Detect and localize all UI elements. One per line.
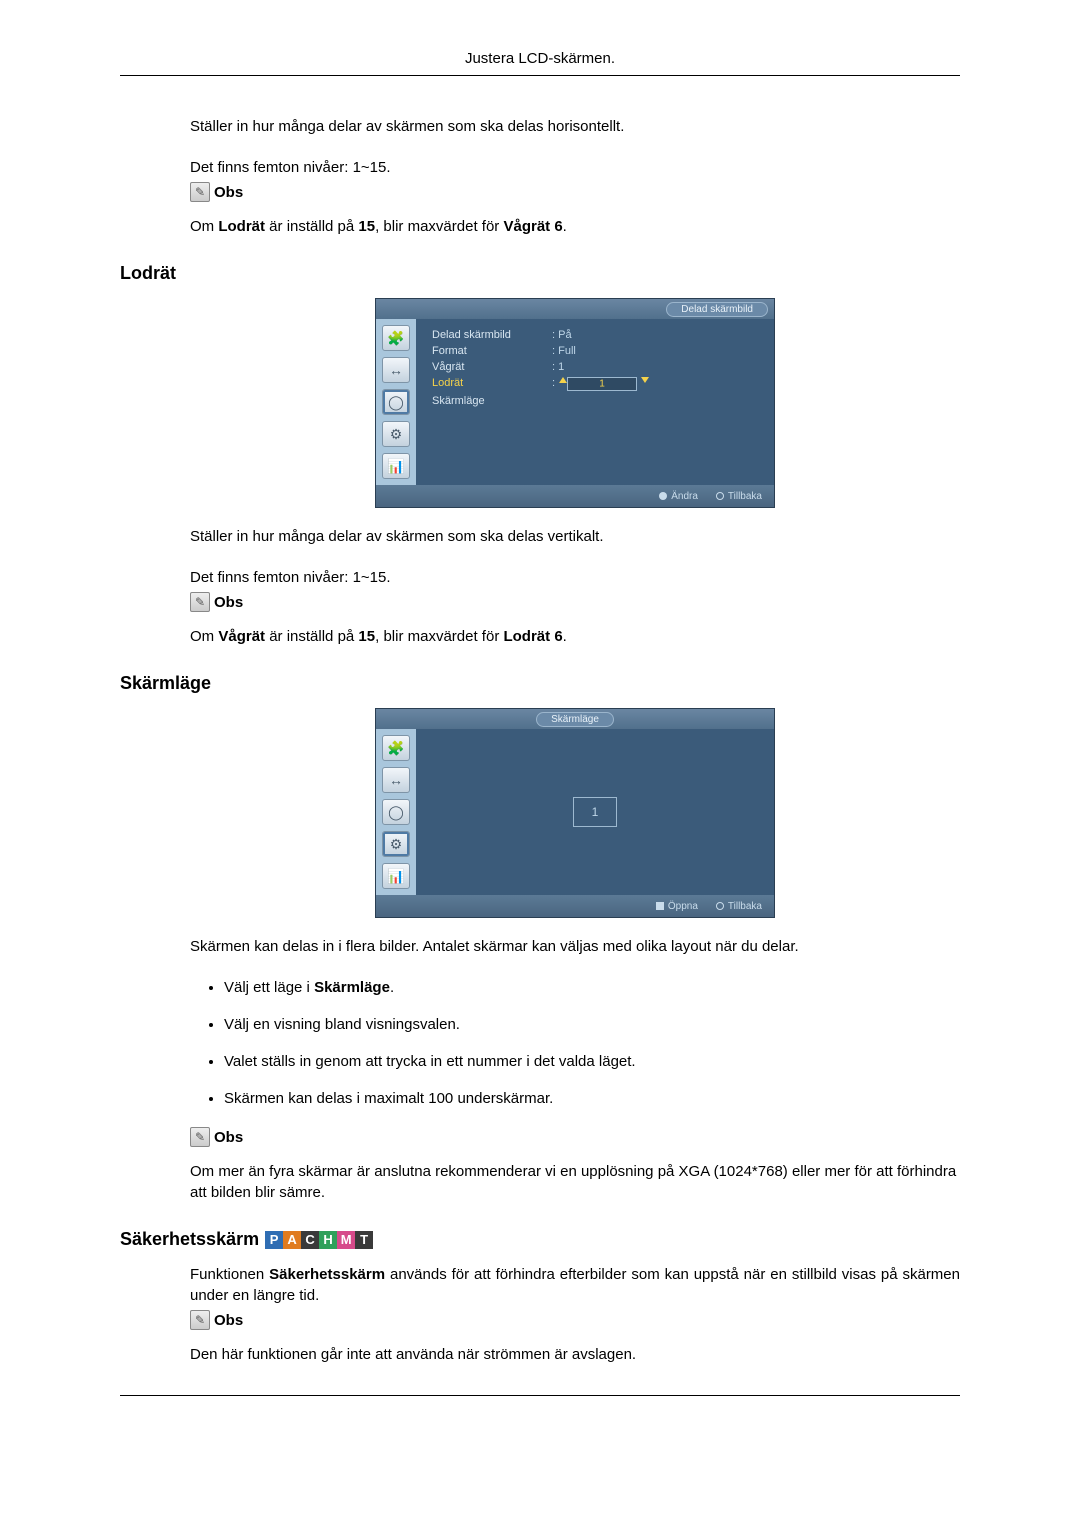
- skarmlage-bullets: Välj ett läge i Skärmläge. Välj en visni…: [190, 977, 960, 1109]
- osd2-title: Skärmläge: [536, 712, 614, 727]
- osd-tab-icon[interactable]: ↔: [382, 357, 410, 383]
- note-row: ✎ Obs: [190, 1127, 960, 1147]
- skarmlage-p2: Om mer än fyra skärmar är anslutna rekom…: [190, 1161, 960, 1203]
- osd2-wrap: Skärmläge 🧩 ↔ ◯ ⚙ 📊 1 Öppna: [190, 708, 960, 918]
- note-label: Obs: [214, 184, 243, 201]
- osd-footer-action[interactable]: Öppna: [656, 901, 698, 912]
- osd1-titlebar: Delad skärmbild: [376, 299, 774, 319]
- osd-tab-icon[interactable]: ◯: [382, 799, 410, 825]
- note-row: ✎ Obs: [190, 592, 960, 612]
- badge: P: [265, 1231, 283, 1249]
- badge: C: [301, 1231, 319, 1249]
- page: Justera LCD-skärmen. Ställer in hur mång…: [0, 0, 1080, 1456]
- skarmlage-p1: Skärmen kan delas in i flera bilder. Ant…: [190, 936, 960, 957]
- osd2-footer: Öppna Tillbaka: [376, 895, 774, 917]
- badge: T: [355, 1231, 373, 1249]
- osd2: Skärmläge 🧩 ↔ ◯ ⚙ 📊 1 Öppna: [375, 708, 775, 918]
- osd1-footer: Ändra Tillbaka: [376, 485, 774, 507]
- note-label: Obs: [214, 1312, 243, 1329]
- page-header: Justera LCD-skärmen.: [120, 50, 960, 67]
- osd2-center: 1: [416, 729, 774, 895]
- osd1-wrap: Delad skärmbild 🧩 ↔ ◯ ⚙ 📊 Delad skärmbil…: [190, 298, 960, 508]
- osd1-body: 🧩 ↔ ◯ ⚙ 📊 Delad skärmbild: På Format: Fu…: [376, 319, 774, 485]
- osd-tab-icon[interactable]: ↔: [382, 767, 410, 793]
- note-label: Obs: [214, 594, 243, 611]
- osd-footer-back[interactable]: Tillbaka: [716, 491, 762, 502]
- osd2-titlebar: Skärmläge: [376, 709, 774, 729]
- top-p1: Ställer in hur många delar av skärmen so…: [190, 116, 960, 137]
- divider-bottom: [120, 1395, 960, 1396]
- osd2-tabs: 🧩 ↔ ◯ ⚙ 📊: [376, 729, 416, 895]
- top-p2: Det finns femton nivåer: 1~15.: [190, 157, 960, 178]
- badge: A: [283, 1231, 301, 1249]
- osd1-title: Delad skärmbild: [666, 302, 768, 317]
- divider-top: [120, 75, 960, 76]
- note-row: ✎ Obs: [190, 1310, 960, 1330]
- osd2-chip[interactable]: 1: [573, 797, 617, 827]
- osd-tab-icon[interactable]: 🧩: [382, 325, 410, 351]
- osd-tab-icon[interactable]: 📊: [382, 453, 410, 479]
- badge: M: [337, 1231, 355, 1249]
- content-area: Ställer in hur många delar av skärmen so…: [120, 116, 960, 1365]
- osd-tab-icon[interactable]: 🧩: [382, 735, 410, 761]
- note-row: ✎ Obs: [190, 182, 960, 202]
- list-item: Välj en visning bland visningsvalen.: [224, 1014, 960, 1035]
- lodrat-p2: Det finns femton nivåer: 1~15.: [190, 567, 960, 588]
- top-p3: Om Lodrät är inställd på 15, blir maxvär…: [190, 216, 960, 237]
- list-item: Skärmen kan delas i maximalt 100 undersk…: [224, 1088, 960, 1109]
- osd2-body: 🧩 ↔ ◯ ⚙ 📊 1: [376, 729, 774, 895]
- arrow-down-icon: [641, 377, 649, 383]
- osd-slider[interactable]: [567, 377, 637, 391]
- lodrat-p1: Ställer in hur många delar av skärmen so…: [190, 526, 960, 547]
- osd1: Delad skärmbild 🧩 ↔ ◯ ⚙ 📊 Delad skärmbil…: [375, 298, 775, 508]
- note-icon: ✎: [190, 592, 210, 612]
- note-icon: ✎: [190, 182, 210, 202]
- note-icon: ✎: [190, 1127, 210, 1147]
- osd-footer-action[interactable]: Ändra: [659, 491, 698, 502]
- lodrat-p3: Om Vågrät är inställd på 15, blir maxvär…: [190, 626, 960, 647]
- note-icon: ✎: [190, 1310, 210, 1330]
- heading-lodrat: Lodrät: [120, 263, 960, 284]
- osd-footer-back[interactable]: Tillbaka: [716, 901, 762, 912]
- osd1-main: Delad skärmbild: På Format: Full Vågrät:…: [416, 319, 774, 485]
- osd-tab-icon[interactable]: 📊: [382, 863, 410, 889]
- osd-tab-icon[interactable]: ⚙: [382, 421, 410, 447]
- sakerhet-p2: Den här funktionen går inte att använda …: [190, 1344, 960, 1365]
- note-label: Obs: [214, 1129, 243, 1146]
- osd1-tabs: 🧩 ↔ ◯ ⚙ 📊: [376, 319, 416, 485]
- heading-skarmlage: Skärmläge: [120, 673, 960, 694]
- heading-sakerhet: Säkerhetsskärm P A C H M T: [120, 1229, 960, 1250]
- list-item: Valet ställs in genom att trycka in ett …: [224, 1051, 960, 1072]
- list-item: Välj ett läge i Skärmläge.: [224, 977, 960, 998]
- sakerhet-p1: Funktionen Säkerhetsskärm används för at…: [190, 1264, 960, 1306]
- badges: P A C H M T: [265, 1231, 373, 1249]
- osd-tab-icon[interactable]: ⚙: [382, 831, 410, 857]
- arrow-up-icon: [559, 377, 567, 383]
- osd-tab-icon[interactable]: ◯: [382, 389, 410, 415]
- badge: H: [319, 1231, 337, 1249]
